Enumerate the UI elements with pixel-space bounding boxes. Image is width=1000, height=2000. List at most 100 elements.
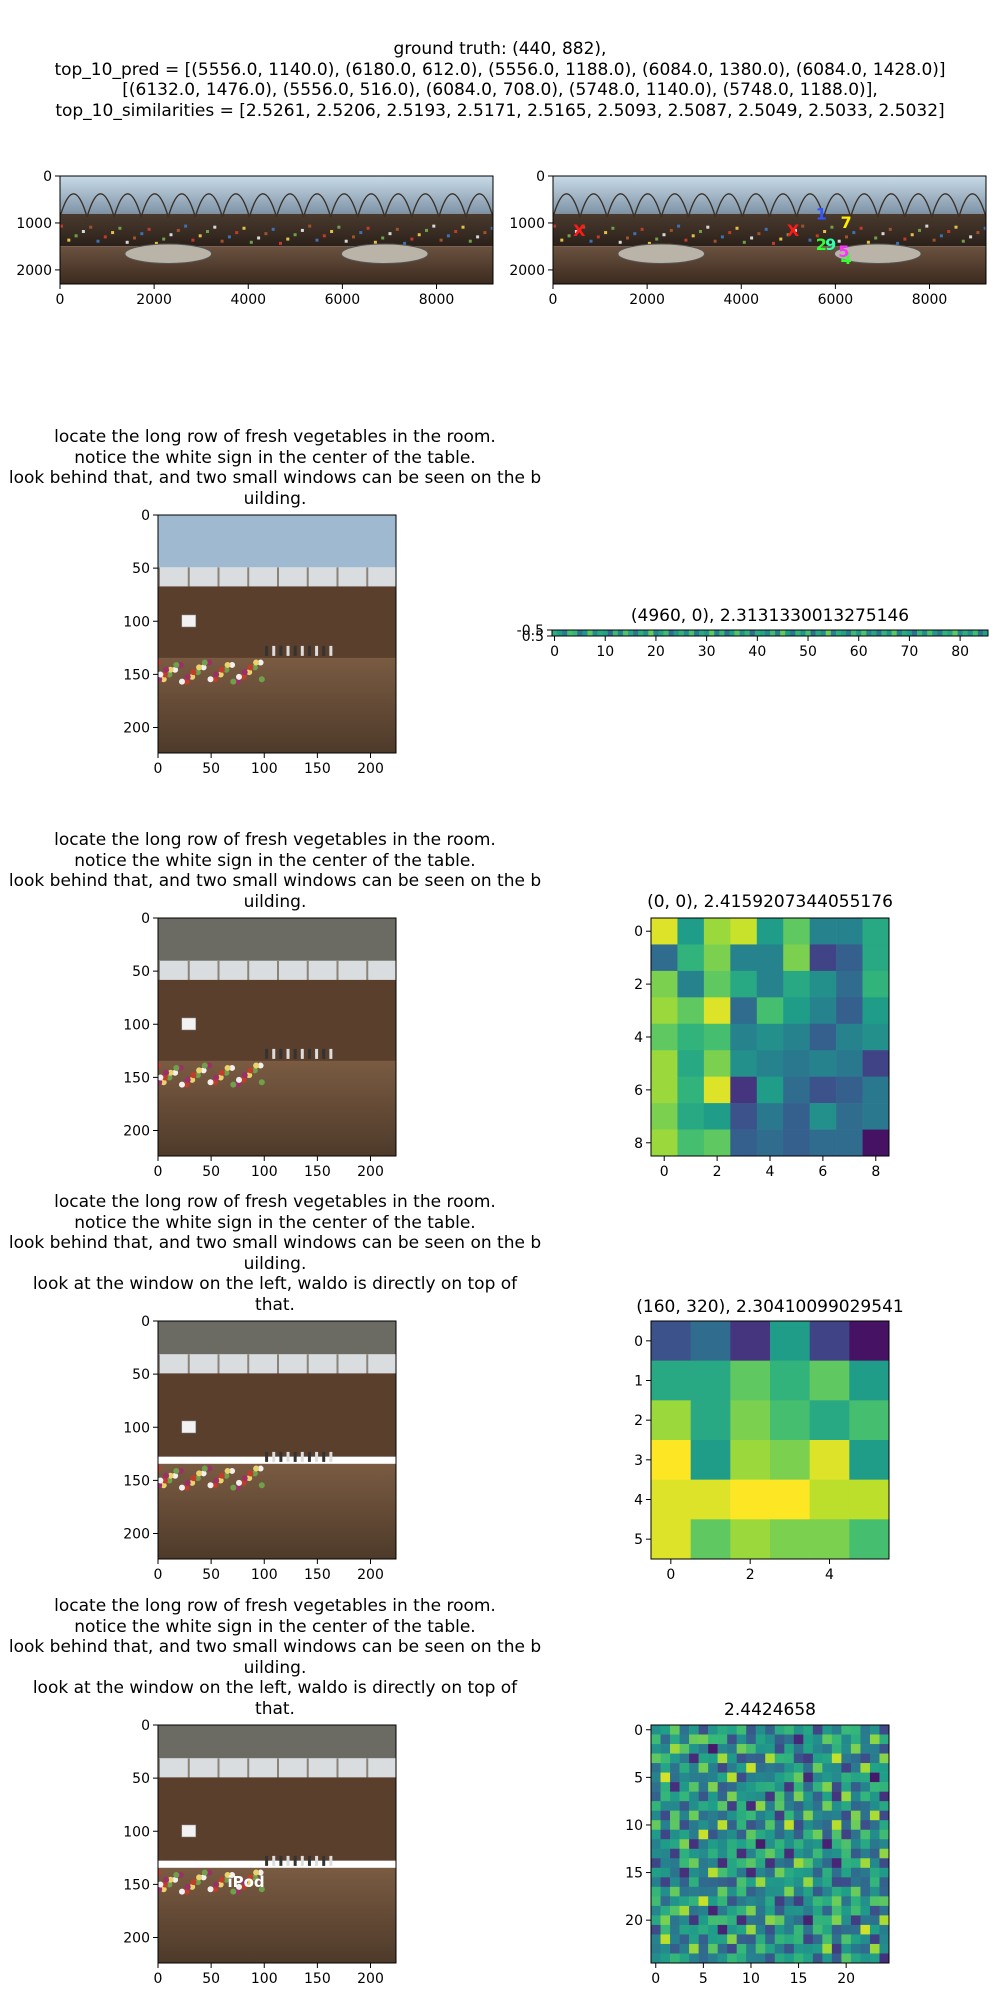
heat-cell bbox=[660, 1905, 671, 1916]
heat-cell bbox=[850, 1934, 861, 1945]
vegetable bbox=[161, 1881, 168, 1888]
vegetable bbox=[257, 659, 264, 666]
heat-cell bbox=[793, 1915, 804, 1926]
heat-cell bbox=[746, 1848, 757, 1859]
heat-cell bbox=[764, 630, 771, 636]
vegetable bbox=[257, 1465, 264, 1472]
vegetable bbox=[206, 659, 213, 666]
arch bbox=[714, 193, 744, 218]
produce-dot bbox=[866, 240, 870, 244]
heat-cell bbox=[879, 1848, 890, 1859]
heat-cell bbox=[977, 630, 984, 636]
heat-cell bbox=[736, 1820, 747, 1831]
arch bbox=[411, 193, 440, 218]
heat-cell bbox=[670, 1801, 680, 1811]
heat-cell bbox=[774, 1896, 785, 1907]
heat-cell bbox=[812, 1791, 823, 1802]
vegetable bbox=[230, 1888, 237, 1895]
heat-cell bbox=[879, 1820, 890, 1831]
heat-cell bbox=[689, 1782, 699, 1792]
heat-cell bbox=[651, 1886, 661, 1897]
heat-cell bbox=[841, 1886, 852, 1897]
produce-dot bbox=[373, 240, 377, 244]
heat-cell bbox=[783, 1103, 810, 1130]
stalls bbox=[60, 213, 493, 247]
heat-cell bbox=[698, 1934, 709, 1945]
heat-cell bbox=[850, 1801, 861, 1811]
heat-cell bbox=[736, 1858, 747, 1869]
heat-cell bbox=[670, 1867, 680, 1878]
produce-dot bbox=[903, 237, 907, 241]
heat-cell bbox=[841, 1791, 852, 1802]
heat-cell bbox=[831, 1905, 842, 1916]
heat-cell bbox=[651, 1801, 661, 1811]
vegetable bbox=[241, 1072, 248, 1079]
vegetable bbox=[251, 664, 258, 671]
y-tick-label: 1 bbox=[634, 1374, 643, 1390]
heat-cell bbox=[679, 1763, 690, 1773]
heat-cell bbox=[708, 1934, 718, 1945]
heat-cell bbox=[746, 1905, 757, 1916]
heat-cell bbox=[683, 630, 690, 636]
heat-cell bbox=[746, 1753, 757, 1764]
heat-cell bbox=[860, 1848, 871, 1859]
produce-dot bbox=[793, 228, 797, 232]
y-tick-label: 0 bbox=[634, 1334, 643, 1350]
heat-cell bbox=[784, 1877, 795, 1888]
heat-cell bbox=[756, 918, 784, 945]
heat-cell bbox=[736, 1867, 747, 1878]
caption-line: notice the white sign in the center of t… bbox=[74, 447, 476, 468]
heat-cell bbox=[717, 1753, 728, 1764]
heat-cell bbox=[729, 630, 735, 636]
vegetable bbox=[163, 666, 170, 673]
heat-cell bbox=[879, 1953, 890, 1964]
y-tick-label: 0 bbox=[634, 924, 643, 940]
heat-cell bbox=[746, 1763, 757, 1773]
produce-dot bbox=[830, 225, 834, 229]
heat-cell bbox=[831, 1915, 842, 1926]
heat-cell bbox=[809, 1440, 850, 1480]
x-tick-label: 6000 bbox=[818, 292, 854, 308]
heat-cell bbox=[841, 1905, 852, 1916]
heat-cell bbox=[651, 970, 678, 998]
heat-cell bbox=[677, 1076, 705, 1104]
produce-dot bbox=[300, 228, 304, 232]
person bbox=[300, 1048, 304, 1059]
heat-cell bbox=[727, 1839, 737, 1850]
heat-cell bbox=[765, 1915, 776, 1926]
heat-cell bbox=[770, 1400, 810, 1441]
heat-cell bbox=[660, 1772, 671, 1783]
pred-marker: X bbox=[787, 221, 800, 240]
heat-cell bbox=[651, 1753, 661, 1764]
header-line-4: top_10_similarities = [2.5261, 2.5206, 2… bbox=[55, 100, 945, 121]
brick-wall bbox=[158, 979, 396, 1064]
vegetable bbox=[246, 1879, 253, 1886]
vegetable bbox=[172, 1069, 179, 1076]
x-tick-label: 40 bbox=[748, 644, 766, 660]
heat-cell bbox=[730, 1519, 771, 1560]
roof bbox=[158, 1321, 396, 1355]
heat-cell bbox=[765, 1772, 776, 1783]
heat-cell bbox=[736, 1801, 747, 1811]
heat-cell bbox=[967, 630, 974, 636]
vegetable bbox=[247, 1067, 254, 1074]
heat-cell bbox=[784, 1725, 795, 1735]
heat-cell bbox=[869, 1753, 880, 1764]
vegetable bbox=[179, 1484, 185, 1491]
vegetable bbox=[217, 1881, 224, 1888]
caption-line: look behind that, and two small windows … bbox=[8, 1637, 542, 1657]
heat-cell bbox=[860, 1744, 871, 1754]
heat-cell bbox=[856, 630, 862, 636]
heat-cell bbox=[708, 1848, 718, 1859]
produce-dot bbox=[888, 227, 892, 231]
heat-cell bbox=[849, 1400, 890, 1441]
heat-cell bbox=[860, 1943, 871, 1954]
strip-title: (4960, 0), 2.3131330013275146 bbox=[630, 606, 910, 626]
heat-cell bbox=[812, 1905, 823, 1916]
heat-cell bbox=[651, 1440, 691, 1480]
arch bbox=[329, 193, 359, 218]
heat-cell bbox=[774, 1782, 785, 1792]
heat-cell bbox=[727, 1867, 737, 1878]
heat-cell bbox=[831, 1867, 842, 1878]
heat-cell bbox=[755, 1839, 766, 1850]
